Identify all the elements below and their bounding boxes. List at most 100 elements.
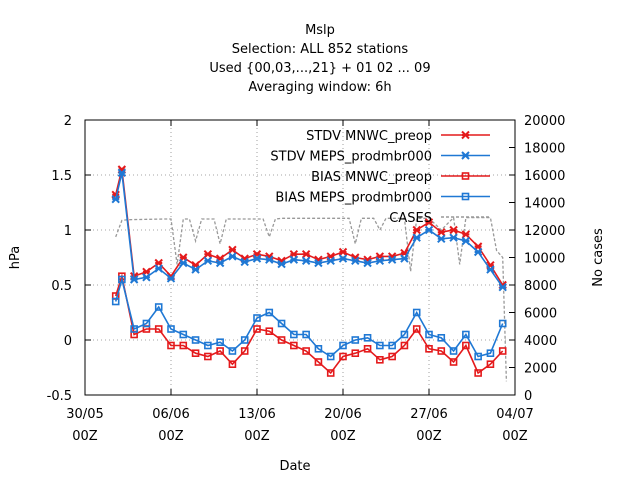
y2-tick-label: 18000 <box>524 142 565 157</box>
y2-tick-label: 6000 <box>524 307 557 322</box>
data-point <box>387 255 397 264</box>
y-axis-label: hPa <box>8 246 23 269</box>
data-point <box>388 352 396 361</box>
x-tick-label-hour: 00Z <box>158 429 184 444</box>
y2-axis-label: No cases <box>591 228 606 287</box>
data-point <box>388 341 396 350</box>
x-tick-label-hour: 00Z <box>330 429 356 444</box>
data-point <box>166 274 176 283</box>
x-tick-label: 13/06 <box>238 407 275 422</box>
data-point <box>338 247 348 257</box>
data-point <box>111 297 120 306</box>
series-line <box>115 216 508 382</box>
chart-title-line: Selection: ALL 852 stations <box>232 42 409 57</box>
data-point <box>228 347 237 355</box>
legend-marker <box>461 130 470 140</box>
data-point <box>240 257 249 267</box>
data-point <box>215 258 225 268</box>
data-point <box>191 336 200 344</box>
x-axis-label: Date <box>279 459 310 474</box>
data-point <box>425 330 433 339</box>
data-point <box>400 330 409 339</box>
data-point <box>253 314 261 322</box>
data-point <box>486 360 495 369</box>
data-point <box>424 218 434 227</box>
chart-title-line: Mslp <box>305 23 335 38</box>
data-point <box>154 264 163 273</box>
data-point <box>204 352 212 361</box>
data-point <box>363 333 372 342</box>
series-line <box>114 273 504 375</box>
data-point <box>400 254 409 263</box>
data-point <box>290 341 298 350</box>
y-tick-label: 0.5 <box>51 279 72 294</box>
y-tick-label: 1 <box>64 224 72 239</box>
data-point <box>204 341 212 350</box>
series-cases <box>115 216 508 382</box>
data-point <box>326 352 335 361</box>
y-tick-label: 2 <box>64 114 72 129</box>
data-point <box>117 168 127 178</box>
data-point <box>129 275 139 284</box>
data-point <box>277 319 286 328</box>
data-point <box>462 330 470 339</box>
data-point <box>253 325 261 333</box>
data-point <box>167 341 175 350</box>
data-point <box>302 330 310 339</box>
data-point <box>339 341 347 350</box>
data-point <box>314 344 323 353</box>
data-point <box>265 308 274 317</box>
data-point <box>351 336 360 344</box>
data-point <box>252 254 262 263</box>
y2-tick-label: 14000 <box>524 197 565 212</box>
data-point <box>228 360 237 369</box>
data-point <box>486 265 495 274</box>
y2-tick-label: 0 <box>524 389 532 404</box>
data-point <box>142 319 151 328</box>
data-point <box>203 249 213 259</box>
data-point <box>363 344 372 353</box>
data-point <box>412 225 421 235</box>
data-point <box>449 347 458 355</box>
data-point <box>142 273 151 282</box>
x-tick-label-hour: 00Z <box>244 429 270 444</box>
legend-label: STDV MNWC_preop <box>306 129 432 144</box>
data-point <box>265 327 274 336</box>
data-point <box>461 230 471 239</box>
data-point <box>461 236 471 246</box>
y-tick-label: -0.5 <box>47 389 72 404</box>
data-point <box>265 255 274 264</box>
legend-label: BIAS MNWC_preop <box>311 170 432 185</box>
data-point <box>376 341 384 350</box>
data-point <box>179 341 188 350</box>
data-point <box>111 194 120 204</box>
data-point <box>425 344 433 353</box>
data-point <box>290 330 298 339</box>
x-tick-label: 04/07 <box>496 407 533 422</box>
data-point <box>437 234 446 244</box>
y2-tick-label: 10000 <box>524 252 565 267</box>
data-point <box>437 347 446 355</box>
data-point <box>351 256 360 266</box>
legend-marker <box>461 172 470 180</box>
data-point <box>474 369 482 377</box>
data-point <box>498 319 507 328</box>
series-bias-meps-prodmbr000 <box>111 275 507 361</box>
axes: -0.5 0 0.5 1 1.5 2 0 2000 4000 6000 8000 10000 12000… <box>47 114 566 444</box>
y2-tick-label: 20000 <box>524 114 565 129</box>
data-point <box>326 256 335 266</box>
data-point <box>498 282 507 292</box>
x-tick-label: 30/05 <box>66 407 103 422</box>
data-point <box>240 336 249 344</box>
legend-label: BIAS MEPS_prodmbr000 <box>275 191 432 206</box>
data-point <box>154 325 163 333</box>
x-tick-label-hour: 00Z <box>72 429 98 444</box>
data-point <box>498 347 507 355</box>
data-point <box>412 308 421 317</box>
data-point <box>167 325 175 333</box>
data-point <box>301 256 311 266</box>
data-point <box>486 349 495 358</box>
y2-tick-label: 2000 <box>524 362 557 377</box>
data-point <box>302 347 310 355</box>
legend-label: CASES <box>389 211 432 226</box>
